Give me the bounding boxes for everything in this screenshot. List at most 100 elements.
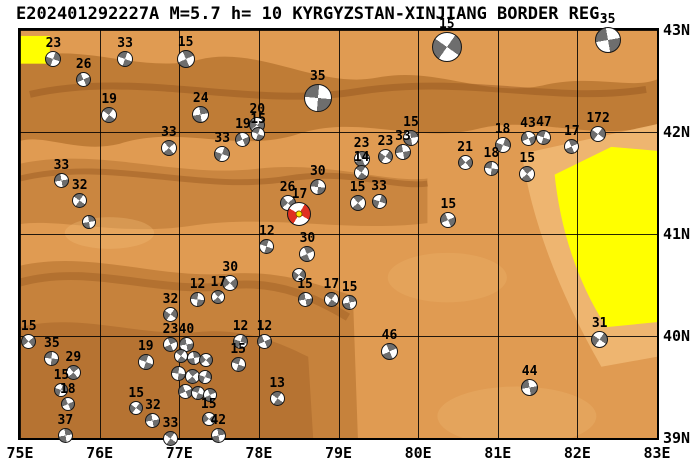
beachball (211, 290, 226, 305)
depth-label: 19 (137, 338, 154, 354)
depth-label: 32 (71, 177, 88, 193)
beachball (233, 333, 249, 349)
depth-label: 15 (519, 150, 536, 166)
depth-label: 23 (353, 135, 370, 151)
beachball (269, 390, 285, 406)
beachball (402, 130, 419, 147)
depth-label: 47 (536, 114, 552, 130)
small-basin-northwest (20, 35, 50, 64)
beachball (590, 126, 607, 143)
depth-label: 12 (232, 318, 249, 334)
depth-label: 29 (65, 350, 82, 366)
depth-label: 44 (521, 363, 538, 379)
beachball (440, 211, 457, 228)
beachball (494, 137, 511, 154)
beachball (129, 401, 144, 416)
beachball (292, 267, 307, 282)
beachball (72, 192, 88, 208)
depth-label: 32 (145, 398, 161, 414)
map-frame: 23 26 33 15 15 35 19 24 20 35 33 33 19 15 23 23 33 14 15 21… (18, 13, 659, 446)
beachball (162, 336, 178, 352)
depth-label: 17 (291, 186, 308, 202)
beachball (65, 365, 81, 381)
ridge-streak (29, 82, 647, 100)
lon-tick-75E: 75E (6, 444, 34, 462)
beachball (60, 397, 75, 412)
lon-tick-79E: 79E (324, 444, 353, 462)
depth-label: 12 (256, 318, 273, 334)
depth-label: 15 (440, 196, 457, 212)
depth-label: 15 (230, 342, 246, 358)
depth-label: 35 (309, 69, 326, 85)
beachball (21, 333, 37, 349)
depth-label: 12 (259, 223, 275, 239)
depth-label: 31 (591, 315, 608, 331)
tarim-basin (554, 146, 657, 328)
lat-tick-43N: 43N (663, 21, 691, 39)
grid-line-40N (20, 336, 657, 337)
lon-tick-78E: 78E (245, 444, 273, 462)
beachball (54, 383, 69, 398)
depth-label: 33 (162, 415, 179, 431)
lat-tick-41N: 41N (663, 225, 691, 243)
beachball (521, 378, 539, 396)
beachball (483, 161, 499, 177)
beachball (44, 350, 60, 366)
depth-label: 40 (178, 321, 195, 337)
beachball (173, 349, 188, 364)
depth-label: 19 (235, 116, 251, 132)
lat-tick-40N: 40N (663, 327, 691, 345)
depth-label: 17 (563, 123, 580, 139)
depth-label: 18 (494, 122, 511, 138)
lat-tick-39N: 39N (663, 429, 691, 447)
depth-label: 24 (192, 91, 209, 107)
depth-label: 172 (586, 111, 610, 127)
depth-label: 15 (177, 34, 194, 50)
focal-mechanism-layer: 23 26 33 15 15 35 19 24 20 35 33 33 19 15 23 23 33 14 15 21… (20, 13, 657, 446)
depth-label: 13 (269, 375, 286, 391)
beachball (251, 127, 266, 142)
depth-label: 35 (599, 12, 616, 28)
beachball (82, 214, 97, 229)
mountain-band-mid (20, 158, 428, 230)
beachball (76, 72, 92, 88)
depth-label: 18 (59, 382, 76, 398)
beachball (162, 307, 178, 323)
beachball (380, 342, 398, 360)
main-event-center (295, 210, 303, 218)
depth-label: 20 (249, 101, 266, 117)
depth-label: 15 (438, 17, 455, 33)
beachball (201, 411, 216, 426)
depth-label: 21 (457, 140, 473, 156)
light-valley (437, 386, 597, 438)
beachball (235, 131, 251, 147)
beachball (354, 165, 370, 181)
lon-tick-77E: 77E (165, 444, 193, 462)
beachball (117, 50, 134, 67)
depth-label: 37 (57, 413, 74, 429)
beachball (536, 129, 552, 145)
beachball (137, 353, 154, 370)
depth-label: 15 (250, 112, 266, 128)
beachball (256, 333, 272, 349)
lon-tick-76E: 76E (86, 444, 114, 462)
beachball (45, 50, 62, 67)
beachball (299, 246, 316, 263)
grid-line-41N (20, 234, 657, 235)
depth-label: 33 (161, 125, 177, 141)
depth-label: 30 (309, 164, 326, 180)
depth-label: 15 (128, 386, 145, 402)
beachball (371, 193, 387, 209)
beachball (176, 49, 195, 68)
beachball (145, 413, 161, 429)
depth-label: 15 (20, 318, 37, 334)
lon-tick-83E: 83E (643, 444, 671, 462)
beachball (377, 148, 393, 164)
beachball (203, 388, 218, 403)
beachball (520, 130, 536, 146)
beachball (222, 274, 239, 291)
depth-label: 32 (162, 292, 179, 308)
depth-label: 43 (520, 115, 536, 131)
graticule (20, 30, 657, 438)
depth-label: 17 (323, 276, 340, 292)
